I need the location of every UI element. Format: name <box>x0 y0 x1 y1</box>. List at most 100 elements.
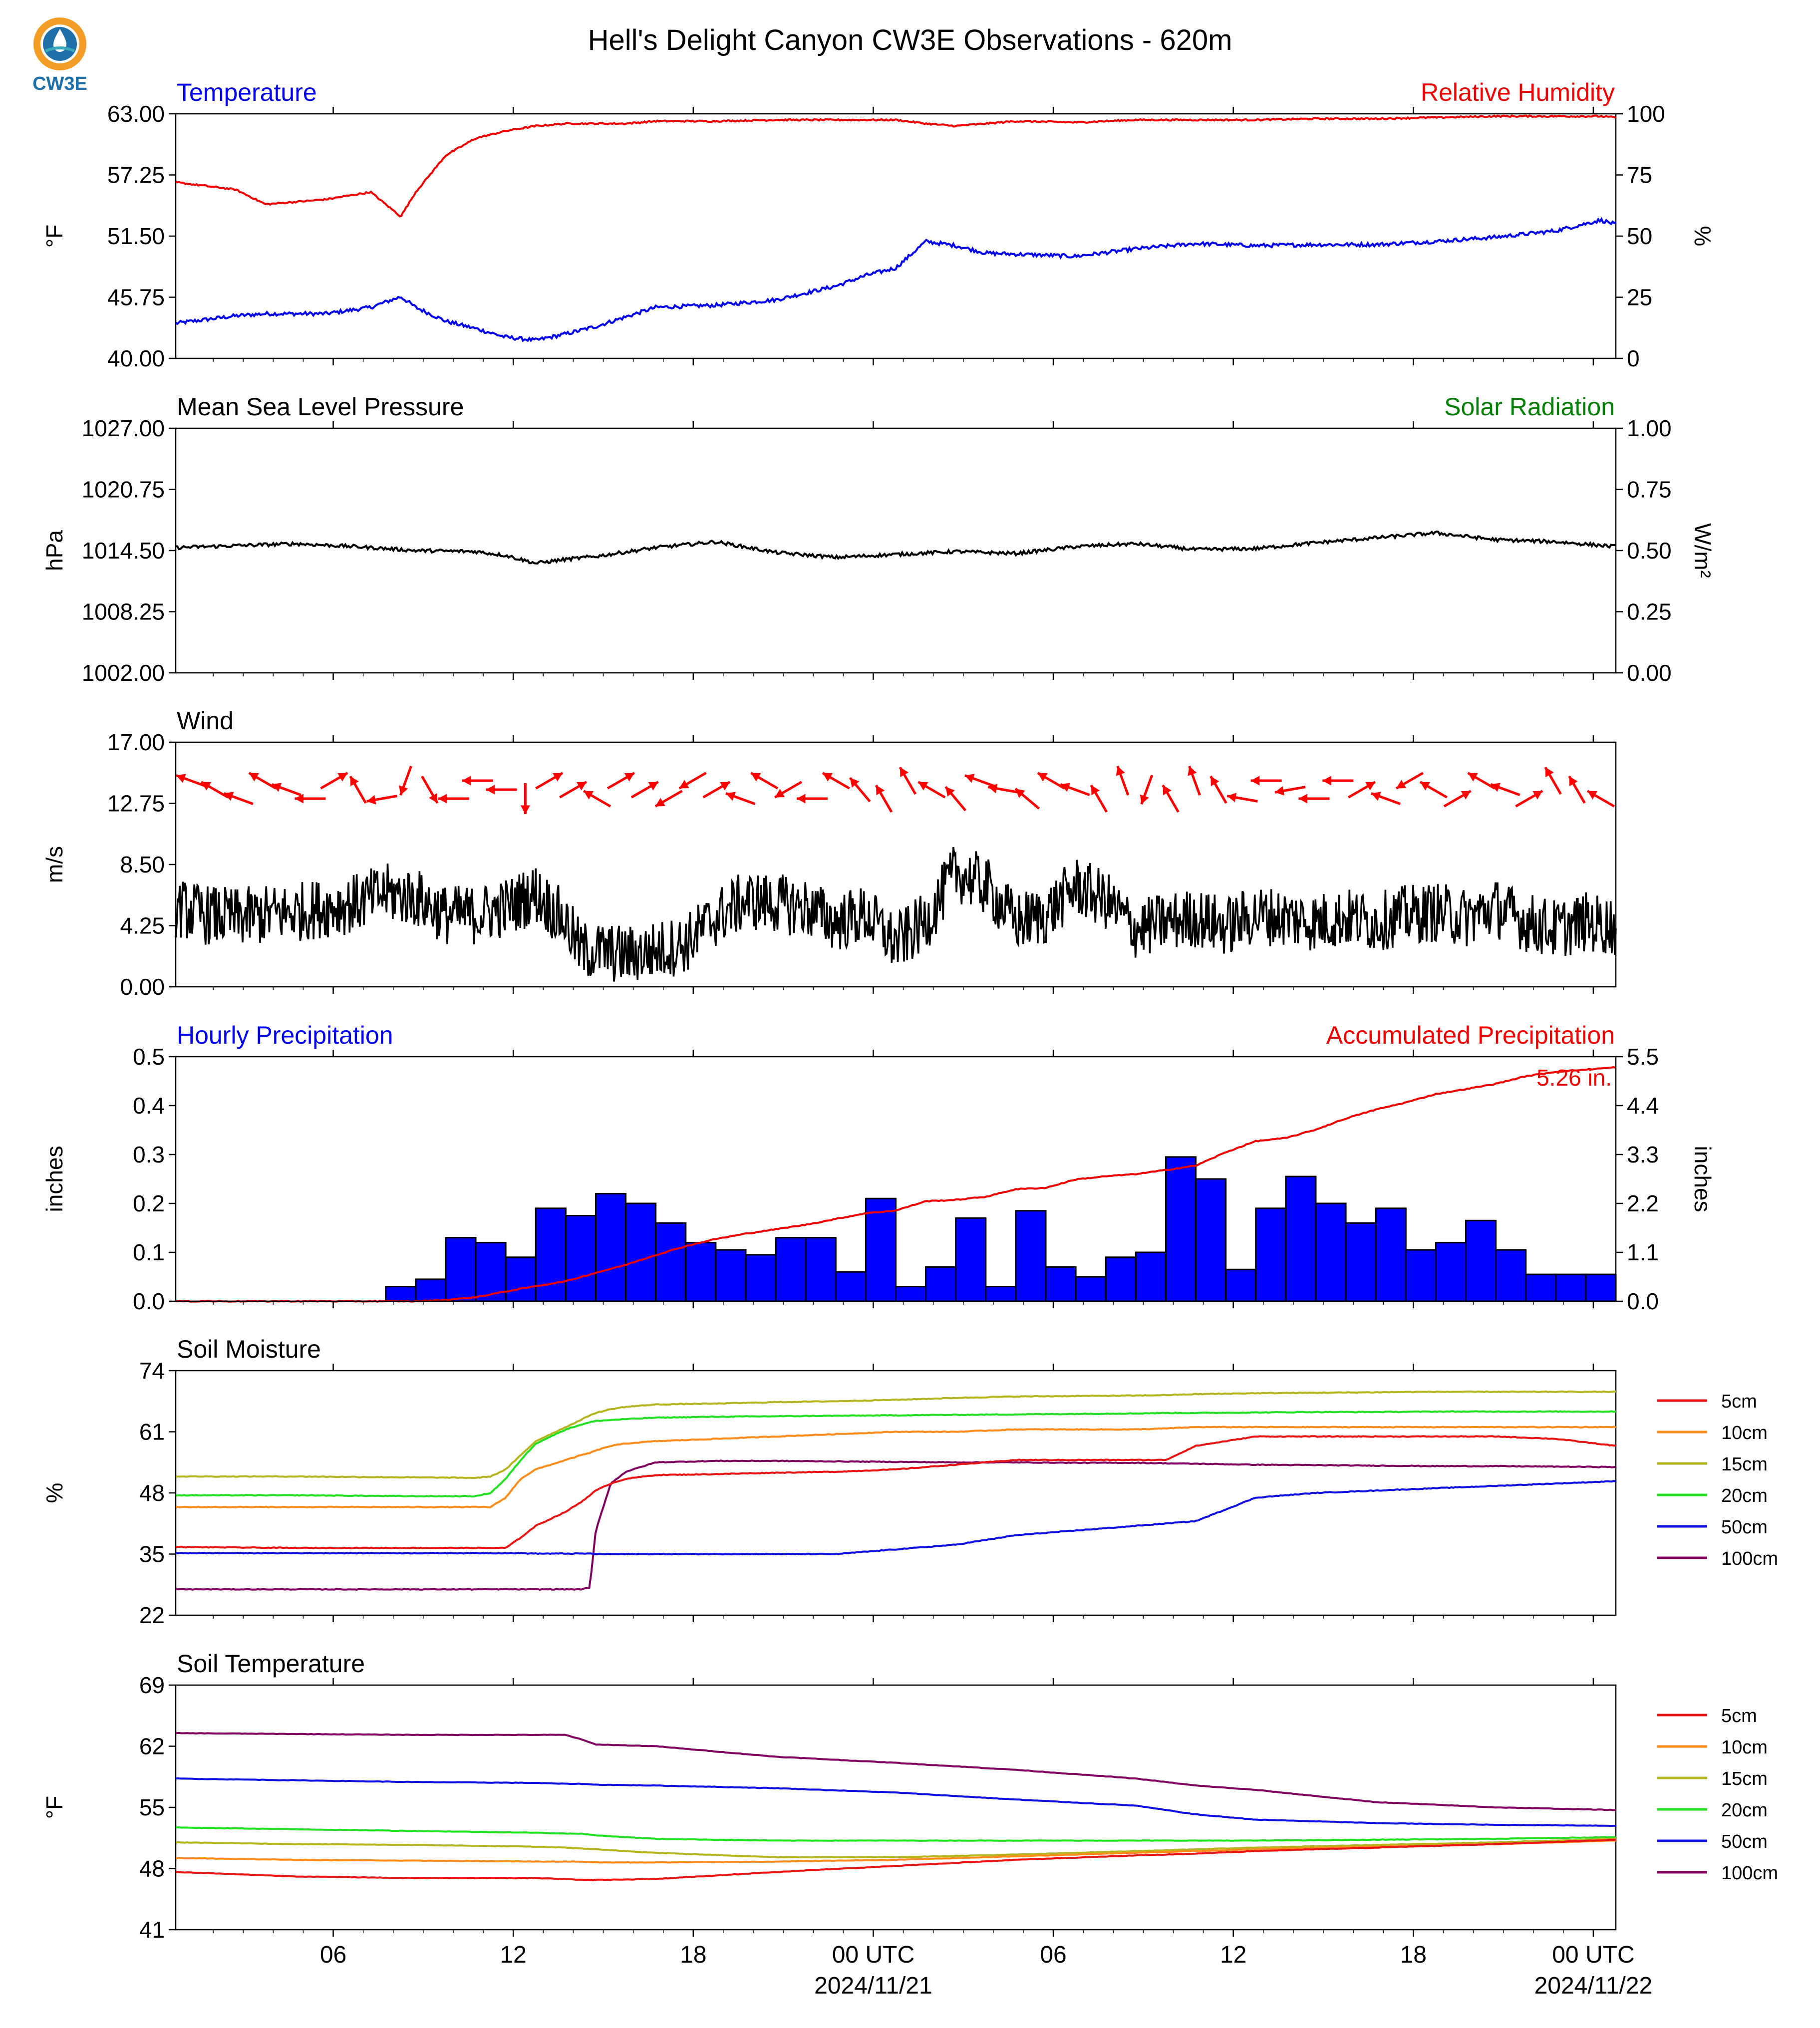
series-soil-temperature <box>175 1777 1616 1827</box>
precip-bar <box>1555 1273 1587 1302</box>
x-date-label: 2024/11/21 <box>814 1973 932 1999</box>
precip-bar <box>895 1286 927 1302</box>
y-tick-label-left: 1002.00 <box>82 660 165 686</box>
series-soil-moisture <box>175 1459 1616 1591</box>
wind-arrow-head <box>655 798 665 807</box>
y-axis-label-left: °F <box>41 1796 67 1819</box>
y-tick-label-left: 1020.75 <box>82 477 165 503</box>
precip-bar <box>595 1192 627 1302</box>
precip-bar <box>1465 1219 1497 1302</box>
wind-arrow-head <box>1211 776 1219 787</box>
precip-bar <box>385 1286 417 1302</box>
precip-bar <box>445 1237 477 1302</box>
plot-frame <box>175 1370 1617 1616</box>
y-axis-label-right: W/m² <box>1690 523 1716 578</box>
wind-arrow-head <box>822 773 833 782</box>
y-axis-label-right: inches <box>1690 1146 1716 1212</box>
y-tick-label-left: 40.00 <box>107 345 165 371</box>
series-soil-temperature <box>176 1837 1616 1859</box>
wind-arrow-head <box>337 773 348 782</box>
precip-bar <box>775 1237 807 1302</box>
precip-bar <box>1225 1268 1257 1302</box>
y-tick-label-left: 63.00 <box>107 101 165 127</box>
legend-label: 10cm <box>1721 1423 1768 1444</box>
y-axis-label-right: % <box>1690 226 1716 247</box>
y-tick-label-left: 41 <box>139 1917 165 1943</box>
series-soil-temperature <box>175 1838 1616 1881</box>
logo-ring <box>33 17 86 70</box>
y-tick-label-left: 8.50 <box>120 852 165 877</box>
y-axis-label-left: m/s <box>41 846 67 883</box>
x-tick-label: 00 UTC <box>1552 1942 1634 1968</box>
wind-arrow-head <box>1015 789 1025 798</box>
panel-title-right: Solar Radiation <box>1444 393 1615 421</box>
y-tick-label-left: 17.00 <box>107 729 165 755</box>
wind-arrow-head <box>726 792 736 801</box>
wind-arrow-head <box>900 767 909 778</box>
panel-soil-moisture: Soil Moisture 22 35 48 61 74% 5cm 10cm 15cm 20cm 5… <box>41 1335 1778 1628</box>
y-tick-label-right: 0 <box>1627 345 1640 371</box>
panel-title-right: Accumulated Precipitation <box>1326 1021 1615 1049</box>
page-title: Hell's Delight Canyon CW3E Observations … <box>588 24 1232 56</box>
y-tick-label-left: 74 <box>139 1358 165 1384</box>
precip-bar <box>835 1271 867 1302</box>
wind-arrow-head <box>399 785 408 796</box>
y-tick-label-left: 48 <box>139 1856 165 1882</box>
legend-label: 50cm <box>1721 1831 1768 1852</box>
legend-label: 50cm <box>1721 1517 1768 1538</box>
wind-arrow-head <box>918 782 928 791</box>
wind-arrow-head <box>1371 792 1381 801</box>
panel-title-left: Hourly Precipitation <box>177 1021 393 1049</box>
wind-arrow-head <box>988 784 998 794</box>
legend-label: 100cm <box>1721 1863 1778 1884</box>
panel-title-left: Soil Moisture <box>177 1335 321 1363</box>
series-relative-humidity <box>175 114 1616 218</box>
legend-label: 10cm <box>1721 1737 1768 1758</box>
wind-arrow-head <box>1091 785 1100 796</box>
wind-arrow-head <box>176 774 186 783</box>
y-tick-label-right: 3.3 <box>1627 1142 1659 1167</box>
y-tick-label-left: 0.00 <box>120 974 165 1000</box>
wind-arrow-head <box>249 773 259 782</box>
x-tick-label: 12 <box>1220 1942 1246 1968</box>
y-tick-label-right: 5.5 <box>1627 1044 1659 1070</box>
panel-soil-temperature: Soil Temperature 41 48 55 62 69 °F 5cm 10cm 15cm 2… <box>41 1650 1778 1943</box>
wind-arrow-head <box>429 793 438 803</box>
precip-bar <box>1285 1175 1317 1302</box>
plot-frame <box>175 113 1617 359</box>
wind-arrow-head <box>1227 793 1237 803</box>
legend-label: 15cm <box>1721 1454 1768 1475</box>
y-tick-label-left: 1008.25 <box>82 599 165 625</box>
wind-arrow-head <box>1116 766 1125 776</box>
wind-arrow-head <box>1468 773 1478 782</box>
x-tick-label: 12 <box>500 1942 526 1968</box>
y-axis-label-left: hPa <box>41 530 67 571</box>
wind-arrow-head <box>1274 786 1284 796</box>
y-tick-label-right: 75 <box>1627 162 1652 188</box>
series-soil-moisture <box>175 1426 1616 1509</box>
wind-arrow-head <box>553 773 563 782</box>
y-tick-label-right: 100 <box>1627 101 1665 127</box>
precip-bar <box>1375 1207 1407 1302</box>
panel-title-left: Soil Temperature <box>177 1650 365 1678</box>
wind-arrow-head <box>679 780 689 789</box>
wind-arrow-head <box>624 773 634 782</box>
y-tick-label-left: 0.0 <box>133 1288 165 1314</box>
logo-wave <box>44 46 75 52</box>
legend-label: 15cm <box>1721 1768 1768 1789</box>
precip-bar <box>1405 1249 1437 1302</box>
precip-bar <box>1345 1222 1377 1302</box>
panel-pressure-solar: Mean Sea Level Pressure Solar Radiation 10… <box>41 393 1716 686</box>
precip-bar <box>715 1249 747 1302</box>
precip-bar <box>745 1254 777 1302</box>
precip-bar <box>655 1222 687 1302</box>
wind-arrow-head <box>576 782 587 791</box>
wind-arrow-head <box>1420 782 1430 791</box>
wind-arrow-head <box>1532 791 1543 800</box>
wind-arrow-head <box>796 794 806 804</box>
y-tick-label-left: 0.4 <box>133 1093 165 1119</box>
y-tick-label-left: 69 <box>139 1672 165 1698</box>
precip-bar <box>985 1286 1017 1302</box>
y-tick-label-right: 0.50 <box>1627 538 1672 564</box>
precip-bar <box>1015 1210 1047 1302</box>
